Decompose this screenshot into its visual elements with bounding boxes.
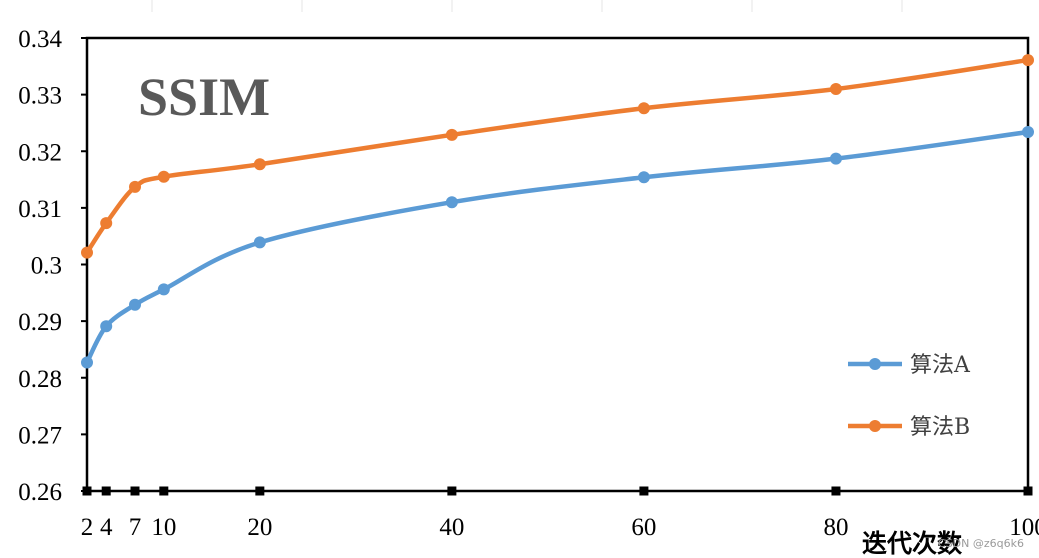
x-axis-ticks: 247 10 20 40 60 80 100 [81, 486, 1039, 541]
y-tick-label: 0.33 [18, 83, 62, 110]
data-point [157, 170, 170, 183]
data-point [637, 102, 650, 115]
data-point [81, 356, 93, 369]
x-tick-mark [159, 486, 169, 496]
legend-marker [869, 358, 881, 370]
x-tick-mark [130, 486, 140, 496]
chart-title: SSIM [138, 67, 270, 127]
y-tick-label: 0.27 [18, 422, 62, 449]
data-point [445, 196, 458, 209]
y-tick-label: 0.31 [18, 196, 62, 223]
x-tick-mark [255, 486, 265, 496]
data-point [157, 283, 170, 296]
x-tick-label: 20 [247, 514, 272, 541]
data-point [1022, 54, 1034, 67]
x-tick-label: 60 [631, 514, 656, 541]
x-tick-mark [447, 486, 457, 496]
data-point [829, 82, 842, 95]
data-point [81, 246, 93, 259]
x-tick-label: 40 [439, 514, 464, 541]
watermark-text: CSDN @z6q6k6 [938, 537, 1024, 550]
legend-label: 算法A [910, 353, 971, 378]
data-point [100, 320, 113, 333]
series-a [81, 125, 1034, 369]
x-tick-mark [101, 486, 111, 496]
x-tick-label: 2 [81, 514, 94, 541]
y-tick-label: 0.34 [18, 26, 62, 53]
series-b [81, 54, 1034, 259]
data-point [445, 128, 458, 141]
data-point [1022, 125, 1034, 138]
data-point [253, 158, 266, 171]
background-lines [151, 0, 903, 12]
x-tick-mark [82, 486, 92, 496]
x-tick-label: 4 [100, 514, 113, 541]
y-tick-label: 0.26 [18, 479, 62, 506]
legend-item: 算法A [848, 353, 971, 378]
series-layer [81, 54, 1034, 369]
legend: 算法A 算法B [848, 353, 971, 440]
data-point [129, 180, 142, 193]
data-point [100, 217, 113, 230]
x-axis-title: 迭代次数 [862, 529, 963, 558]
x-tick-mark [831, 486, 841, 496]
series-line [84, 57, 1031, 255]
legend-item: 算法B [848, 415, 970, 440]
y-tick-label: 0.32 [18, 139, 62, 166]
data-point [253, 236, 266, 249]
x-tick-label: 100 [1009, 514, 1039, 541]
y-axis-ticks: 0.26 0.27 0.28 0.29 0.3 0.31 0.32 0.33 0.34 [18, 26, 87, 506]
x-tick-mark [639, 486, 649, 496]
x-tick-label: 80 [823, 514, 848, 541]
x-tick-label: 7 [129, 514, 142, 541]
y-tick-label: 0.3 [31, 253, 62, 280]
data-point [637, 171, 650, 184]
legend-marker [869, 420, 881, 432]
y-tick-label: 0.29 [18, 309, 62, 336]
data-point [129, 298, 142, 311]
x-tick-mark [1023, 486, 1033, 496]
y-tick-label: 0.28 [18, 366, 62, 393]
data-point [829, 152, 842, 165]
x-tick-label: 10 [151, 514, 176, 541]
legend-label: 算法B [910, 415, 970, 440]
